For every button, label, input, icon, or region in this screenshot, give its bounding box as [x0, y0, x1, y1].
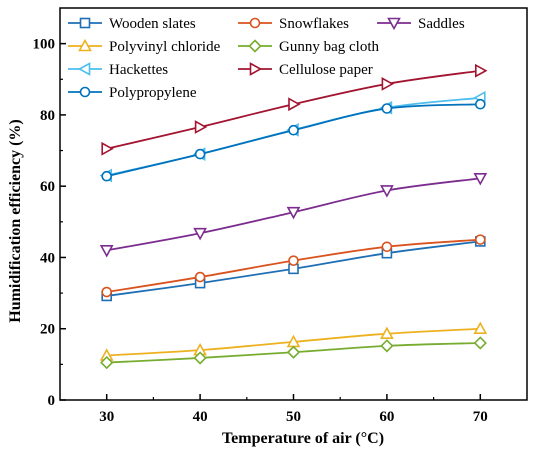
legend-marker: [248, 39, 262, 53]
y-tick-label: 0: [48, 393, 56, 409]
data-point-cellulose-paper: [194, 120, 208, 134]
x-tick-label: 40: [193, 409, 208, 425]
y-tick-label: 40: [40, 250, 55, 266]
data-point-gunny-bag-cloth: [286, 345, 301, 359]
data-point-gunny-bag-cloth: [473, 336, 487, 350]
legend-label: Cellulose paper: [279, 62, 373, 78]
legend-item-polyvinyl-chloride: Polyvinyl chloride: [68, 38, 221, 55]
x-tick-label: 70: [473, 409, 488, 425]
data-point-gunny-bag-cloth: [380, 339, 394, 353]
data-point-saddles: [99, 245, 114, 258]
series-gunny-bag-cloth: [100, 336, 487, 370]
y-tick-label: 80: [40, 108, 55, 124]
data-point-snowflakes: [101, 286, 112, 298]
data-point-saddles: [380, 185, 394, 198]
legend-item-cellulose-paper: Cellulose paper: [238, 62, 373, 78]
legend-item-hackettes: Hackettes: [68, 62, 168, 78]
data-point-polyvinyl-chloride: [380, 326, 394, 340]
legend-item-saddles: Saddles: [377, 16, 465, 32]
plot-marks: [99, 63, 488, 370]
data-point-snowflakes: [474, 234, 486, 245]
data-point-saddles: [286, 206, 301, 220]
data-point-polypropylene: [101, 170, 112, 182]
legend-item-snowflakes: Snowflakes: [238, 16, 349, 32]
data-point-saddles: [473, 173, 488, 186]
data-point-polypropylene: [288, 124, 299, 136]
legend-marker: [79, 17, 91, 29]
data-point-snowflakes: [381, 241, 393, 253]
series-line-cellulose-paper: [106, 69, 481, 150]
legend-label: Gunny bag cloth: [279, 39, 379, 55]
y-tick-label: 100: [33, 37, 56, 53]
legend-marker: [249, 62, 263, 76]
data-point-polyvinyl-chloride: [473, 321, 488, 335]
data-point-cellulose-paper: [381, 77, 395, 91]
legend-item-polypropylene: Polypropylene: [68, 85, 197, 101]
series-polypropylene: [101, 98, 486, 182]
data-point-snowflakes: [194, 271, 206, 283]
legend-label: Snowflakes: [279, 16, 349, 32]
y-axis-label: Humidification efficiency (%): [7, 119, 24, 323]
series-snowflakes: [101, 234, 486, 298]
legend-item-gunny-bag-cloth: Gunny bag cloth: [238, 39, 379, 55]
data-point-cellulose-paper: [474, 63, 488, 78]
y-tick-label: 60: [40, 179, 55, 195]
data-point-polypropylene: [381, 103, 393, 114]
legend-label: Hackettes: [109, 62, 168, 78]
legend-label: Wooden slates: [109, 16, 196, 32]
legend-marker: [387, 17, 401, 31]
data-point-polypropylene: [194, 148, 206, 160]
legend-marker: [77, 62, 91, 76]
legend: Wooden slates Snowflakes Saddles Polyvinyl …: [68, 16, 465, 101]
legend-label: Polyvinyl chloride: [109, 39, 221, 55]
series-line-polypropylene: [106, 103, 481, 178]
x-axis-label: Temperature of air (°C): [222, 430, 384, 447]
series-polyvinyl-chloride: [99, 321, 488, 361]
data-point-gunny-bag-cloth: [100, 355, 114, 370]
legend-marker: [249, 17, 261, 29]
series-cellulose-paper: [101, 63, 488, 156]
legend-marker: [78, 38, 92, 52]
legend-marker: [79, 86, 91, 98]
x-tick-label: 60: [379, 409, 394, 425]
data-point-polypropylene: [474, 98, 486, 110]
x-tick-label: 30: [99, 409, 114, 425]
legend-item-wooden-slates: Wooden slates: [68, 16, 196, 32]
legend-label: Saddles: [418, 16, 465, 32]
series-wooden-slates: [101, 236, 486, 302]
y-tick-label: 20: [40, 322, 55, 338]
data-point-snowflakes: [288, 255, 299, 266]
axes: 30 40 50 60 70 0 20 40 60 80 100: [33, 7, 528, 425]
data-point-saddles: [193, 227, 207, 241]
data-point-gunny-bag-cloth: [193, 351, 207, 365]
series-saddles: [99, 173, 488, 258]
x-tick-label: 50: [286, 409, 301, 425]
legend-label: Polypropylene: [109, 85, 197, 101]
data-point-cellulose-paper: [101, 141, 114, 156]
data-point-cellulose-paper: [288, 97, 301, 112]
